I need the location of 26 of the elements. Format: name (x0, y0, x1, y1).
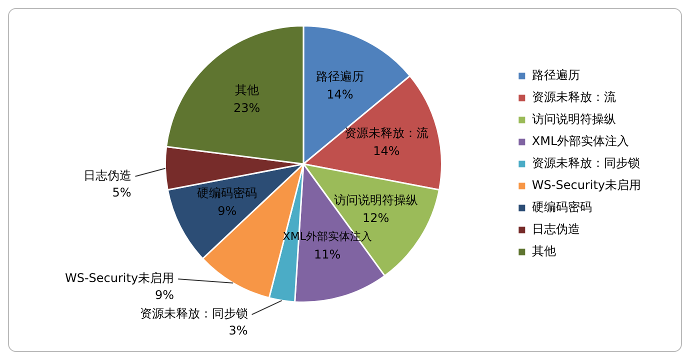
data-label: 23% (233, 100, 260, 115)
slice-label: 日志伪造 (83, 168, 132, 182)
legend-label: 路径遍历 (532, 68, 580, 82)
data-label: 9% (218, 204, 237, 218)
data-label: 3% (228, 324, 248, 338)
legend-label: WS-Security未启用 (532, 178, 642, 192)
data-label: 14% (326, 88, 354, 102)
slice-label: 资源未释放：同步锁 (140, 306, 248, 321)
slice-label: WS-Security未启用 (64, 271, 174, 286)
legend-label: 其他 (532, 244, 556, 258)
slice-label: 访问说明符操纵 (334, 193, 418, 208)
legend-label: XML外部实体注入 (532, 134, 630, 148)
legend-label: 资源未释放：同步锁 (532, 156, 640, 170)
data-label: 9% (155, 288, 174, 302)
legend-label: 日志伪造 (532, 222, 580, 236)
data-label: 5% (112, 185, 132, 200)
data-label: 12% (362, 211, 390, 226)
slice-label: 路径遍历 (316, 70, 364, 84)
legend-label: 访问说明符操纵 (532, 112, 616, 126)
slice-label: 资源未释放：流 (344, 126, 428, 140)
data-label: 14% (373, 144, 400, 158)
slice-label: 其他 (234, 82, 259, 97)
slice-label: 硬编码密码 (197, 186, 258, 200)
legend-label: 资源未释放：流 (532, 90, 616, 104)
data-label: 11% (314, 247, 341, 262)
legend-label: 硬编码密码 (532, 200, 592, 214)
